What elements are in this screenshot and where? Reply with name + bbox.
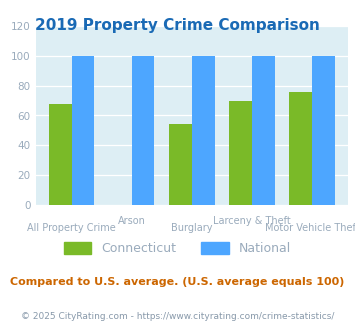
Bar <box>312 56 335 205</box>
Text: Burglary: Burglary <box>171 223 212 233</box>
Text: Arson: Arson <box>118 216 146 226</box>
Bar <box>289 92 312 205</box>
Text: © 2025 CityRating.com - https://www.cityrating.com/crime-statistics/: © 2025 CityRating.com - https://www.city… <box>21 312 334 321</box>
Text: All Property Crime: All Property Crime <box>27 223 116 233</box>
Legend: Connecticut, National: Connecticut, National <box>59 237 296 260</box>
Text: Larceny & Theft: Larceny & Theft <box>213 216 291 226</box>
Bar <box>229 101 252 205</box>
Bar <box>192 56 214 205</box>
Bar <box>169 124 192 205</box>
Bar <box>49 104 72 205</box>
Text: Compared to U.S. average. (U.S. average equals 100): Compared to U.S. average. (U.S. average … <box>10 277 345 287</box>
Bar <box>72 56 94 205</box>
Bar <box>252 56 275 205</box>
Text: 2019 Property Crime Comparison: 2019 Property Crime Comparison <box>35 18 320 33</box>
Bar <box>132 56 154 205</box>
Text: Motor Vehicle Theft: Motor Vehicle Theft <box>264 223 355 233</box>
